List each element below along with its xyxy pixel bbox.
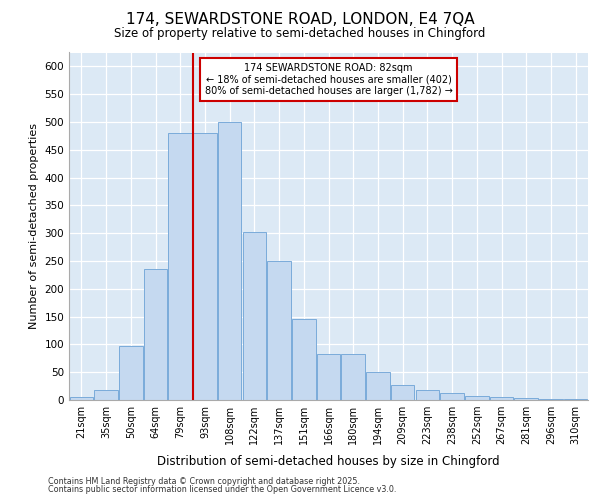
Bar (514, 398, 538, 400)
Text: Size of property relative to semi-detached houses in Chingford: Size of property relative to semi-detach… (115, 28, 485, 40)
Bar (218, 122, 241, 400)
Bar (242, 232, 266, 400)
Bar (440, 394, 464, 400)
Bar (169, 133, 192, 400)
Bar (70, 397, 93, 400)
Bar (317, 354, 340, 400)
Bar (341, 354, 365, 400)
Bar (539, 399, 563, 400)
Bar (366, 372, 389, 400)
Text: Contains public sector information licensed under the Open Government Licence v3: Contains public sector information licen… (48, 485, 397, 494)
Bar (193, 133, 217, 400)
X-axis label: Distribution of semi-detached houses by size in Chingford: Distribution of semi-detached houses by … (157, 456, 500, 468)
Bar (391, 385, 415, 400)
Y-axis label: Number of semi-detached properties: Number of semi-detached properties (29, 123, 39, 329)
Bar (268, 261, 291, 400)
Bar (416, 390, 439, 400)
Bar (94, 390, 118, 400)
Text: 174 SEWARDSTONE ROAD: 82sqm
← 18% of semi-detached houses are smaller (402)
80% : 174 SEWARDSTONE ROAD: 82sqm ← 18% of sem… (205, 63, 452, 96)
Bar (119, 346, 143, 400)
Bar (292, 320, 316, 400)
Bar (465, 396, 488, 400)
Bar (144, 270, 167, 400)
Text: 174, SEWARDSTONE ROAD, LONDON, E4 7QA: 174, SEWARDSTONE ROAD, LONDON, E4 7QA (125, 12, 475, 28)
Bar (490, 397, 513, 400)
Text: Contains HM Land Registry data © Crown copyright and database right 2025.: Contains HM Land Registry data © Crown c… (48, 477, 360, 486)
